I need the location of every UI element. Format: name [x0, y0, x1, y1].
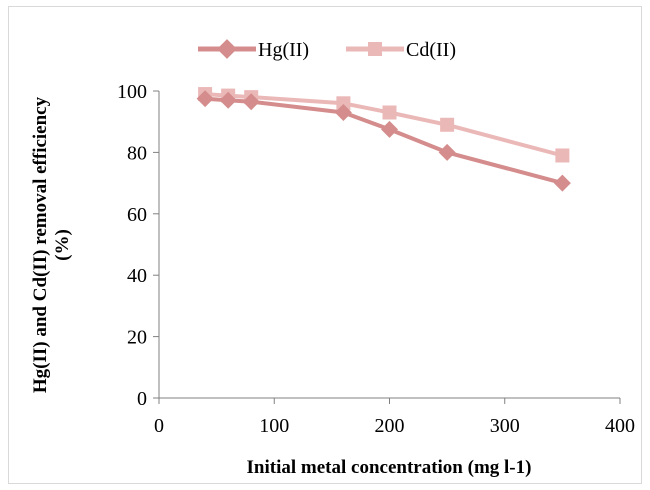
y-axis-title-line2: (%) — [52, 229, 73, 261]
data-point-hg — [553, 174, 571, 192]
y-tick-label: 40 — [127, 265, 147, 287]
data-point-hg — [438, 143, 456, 161]
data-point-cd — [440, 117, 455, 132]
x-tick-label: 300 — [490, 415, 520, 437]
legend: Hg(II) Cd(II) — [198, 39, 456, 61]
x-tick-label: 200 — [375, 415, 405, 437]
x-tick-label: 0 — [154, 415, 164, 437]
data-point-hg — [381, 120, 398, 138]
y-tick-label: 0 — [137, 388, 147, 410]
data-point-cd — [382, 105, 397, 120]
series-layer — [196, 87, 571, 192]
y-axis-title: Hg(II) and Cd(II) removal efficiency (%) — [30, 96, 73, 393]
data-point-hg — [219, 91, 237, 109]
data-point-hg — [242, 93, 260, 111]
legend-marker-hg — [217, 39, 237, 59]
legend-label-cd: Cd(II) — [406, 39, 456, 61]
y-axis-title-line1: Hg(II) and Cd(II) removal efficiency — [30, 96, 51, 393]
x-axis-title: Initial metal concentration (mg l-1) — [247, 457, 532, 478]
chart-frame — [8, 6, 642, 484]
axis-ticks: 0 20 40 60 80 100 0 100 200 300 400 — [117, 81, 635, 437]
x-tick-label: 100 — [259, 415, 289, 437]
data-point-hg — [334, 104, 352, 121]
legend-label-hg: Hg(II) — [258, 39, 309, 61]
y-tick-label: 20 — [127, 327, 147, 349]
y-tick-label: 60 — [127, 204, 147, 226]
data-point-cd — [555, 148, 570, 163]
x-tick-label: 400 — [605, 415, 635, 437]
data-point-hg — [196, 90, 214, 108]
legend-marker-cd — [368, 42, 382, 56]
data-point-cd — [336, 96, 351, 111]
y-tick-label: 80 — [127, 142, 147, 164]
y-tick-label: 100 — [117, 81, 147, 103]
